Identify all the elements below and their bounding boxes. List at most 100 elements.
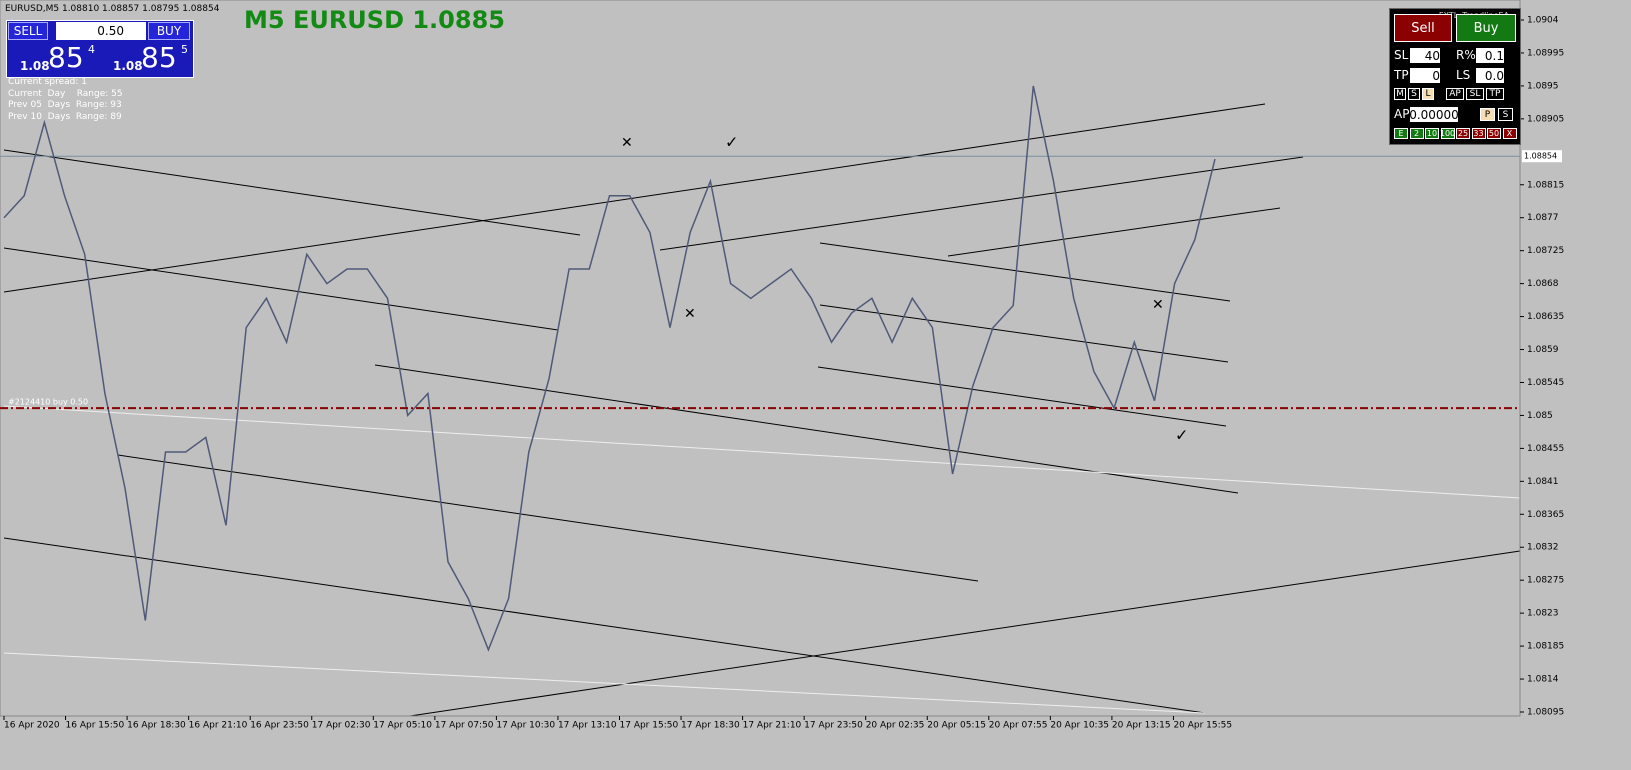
- ask-frac: 5: [181, 43, 188, 56]
- info-line: Prev 05 Days Range: 93: [8, 100, 122, 110]
- y-tick-label: 1.08995: [1527, 48, 1564, 58]
- y-tick-label: 1.0841: [1527, 477, 1559, 487]
- ea-buy[interactable]: Buy: [1456, 14, 1516, 42]
- svg-text:✕: ✕: [1152, 297, 1164, 313]
- y-tick-label: 1.08365: [1527, 510, 1564, 520]
- mode-button[interactable]: L: [1422, 88, 1434, 100]
- y-tick-label: 1.0832: [1527, 543, 1559, 553]
- plot-area: [0, 0, 1521, 717]
- trendline-white: [3, 652, 1206, 714]
- ap-input[interactable]: 0.00000: [1409, 107, 1459, 122]
- x-tick-label: 20 Apr 10:35: [1050, 721, 1109, 731]
- x-tick-label: 20 Apr 07:55: [989, 721, 1048, 731]
- tp-input[interactable]: 0: [1410, 68, 1440, 83]
- x-tick-label: 16 Apr 21:10: [189, 721, 248, 731]
- close-button[interactable]: X: [1502, 128, 1517, 139]
- current-price-box: [1522, 150, 1562, 163]
- ask-big: 1.08: [113, 59, 143, 73]
- mode-button[interactable]: S: [1408, 88, 1420, 100]
- buy-button[interactable]: BUY: [148, 22, 190, 40]
- ps-button[interactable]: P: [1480, 108, 1495, 121]
- svg-text:✓: ✓: [1175, 426, 1188, 445]
- order-label: #2124410 buy 0.50: [8, 398, 88, 407]
- y-tick-label: 1.08725: [1527, 246, 1564, 256]
- y-tick-label: 1.0877: [1527, 213, 1559, 223]
- mode-button[interactable]: M: [1394, 88, 1406, 100]
- sl-input[interactable]: 40: [1410, 48, 1440, 63]
- x-tick-label: 20 Apr 13:15: [1112, 721, 1171, 731]
- y-tick-label: 1.08545: [1527, 378, 1564, 388]
- y-tick-label: 1.08815: [1527, 180, 1564, 190]
- x-tick-label: 16 Apr 15:50: [66, 721, 125, 731]
- bid-frac: 4: [88, 43, 95, 56]
- y-tick-label: 1.08635: [1527, 312, 1564, 322]
- info-line: Current spread: 1: [8, 77, 87, 87]
- x-tick-label: 17 Apr 23:50: [804, 721, 863, 731]
- x-tick-label: 17 Apr 13:10: [558, 721, 617, 731]
- close-button[interactable]: 10: [1425, 128, 1439, 139]
- mode2-button[interactable]: TP: [1486, 88, 1504, 100]
- label: R%: [1456, 48, 1476, 62]
- info: Current spread: 1 Current Day Range: 55 Pr…: [8, 77, 123, 123]
- y-tick-label: 1.0904: [1527, 16, 1559, 26]
- ask-pips: 85: [141, 41, 177, 74]
- x-tick-label: 17 Apr 18:30: [681, 721, 740, 731]
- y-tick-label: 1.08905: [1527, 114, 1564, 124]
- ea-sell[interactable]: Sell: [1394, 14, 1452, 42]
- mode2-button[interactable]: SL: [1466, 88, 1484, 100]
- x-tick-label: 17 Apr 02:30: [312, 721, 371, 731]
- info-line: Prev 10 Days Range: 89: [8, 111, 122, 122]
- close-button[interactable]: 33: [1471, 128, 1486, 139]
- close-button[interactable]: 25: [1456, 128, 1470, 139]
- ps-button[interactable]: S: [1498, 108, 1513, 121]
- x-tick-label: 17 Apr 10:30: [496, 721, 555, 731]
- mode2-button[interactable]: AP: [1446, 88, 1464, 100]
- x-tick-label: 20 Apr 02:35: [866, 721, 925, 731]
- markers: ✕ ✓ ✕ ✕ ✓: [621, 133, 1188, 445]
- label: TP: [1394, 68, 1409, 82]
- x-tick-label: 16 Apr 18:30: [127, 721, 186, 731]
- lot-input[interactable]: 0.50: [56, 22, 146, 40]
- symbol-line: EURUSD,M5 1.08810 1.08857 1.08795 1.0885…: [5, 4, 220, 14]
- y-tick-label: 1.08275: [1527, 576, 1564, 586]
- info-line: Current Day Range: 55: [8, 88, 123, 99]
- x-tick-label: 20 Apr 05:15: [927, 721, 986, 731]
- bid: 1.08 85 4: [8, 41, 98, 75]
- close-button[interactable]: 2: [1409, 128, 1424, 139]
- close-button[interactable]: E: [1394, 128, 1408, 139]
- trendline-white: [3, 405, 1521, 499]
- label: LS: [1456, 68, 1471, 82]
- sell-button[interactable]: SELL: [8, 22, 48, 40]
- svg-text:✕: ✕: [684, 306, 696, 322]
- close-button[interactable]: 100: [1439, 128, 1456, 139]
- current-price-label: 1.08854: [1524, 152, 1557, 161]
- ea-panel: FXTL_TrendlineEA Sell Buy SL 40 R% 0.1 T…: [1389, 8, 1521, 145]
- ask: 1.08 85 5: [101, 41, 191, 75]
- ls-input[interactable]: 0.0: [1476, 68, 1504, 83]
- label: AP: [1394, 107, 1410, 121]
- trendlines: [3, 103, 1521, 717]
- x-tick-label: 17 Apr 15:50: [620, 721, 679, 731]
- x-tick-label: 16 Apr 2020: [4, 721, 60, 731]
- x-tick-label: 16 Apr 23:50: [250, 721, 309, 731]
- y-tick-label: 1.08095: [1527, 708, 1564, 718]
- y-tick-label: 1.0868: [1527, 279, 1559, 289]
- y-tick-label: 1.0823: [1527, 609, 1559, 619]
- label: SL: [1394, 48, 1409, 62]
- close-button[interactable]: 50: [1487, 128, 1501, 139]
- y-tick-label: 1.08185: [1527, 642, 1564, 652]
- y-tick-label: 1.085: [1527, 411, 1553, 421]
- y-tick-label: 1.0895: [1527, 81, 1559, 91]
- price-line: [3, 85, 1216, 652]
- svg-text:✕: ✕: [621, 135, 633, 151]
- y-tick-label: 1.0859: [1527, 345, 1559, 355]
- x-tick-label: 17 Apr 05:10: [373, 721, 432, 731]
- y-tick-label: 1.08455: [1527, 444, 1564, 454]
- x-tick-label: 20 Apr 15:55: [1173, 721, 1232, 731]
- bid-pips: 85: [48, 41, 84, 74]
- x-tick-label: 17 Apr 21:10: [743, 721, 802, 731]
- r-input[interactable]: 0.1: [1476, 48, 1504, 63]
- x-tick-label: 17 Apr 07:50: [435, 721, 494, 731]
